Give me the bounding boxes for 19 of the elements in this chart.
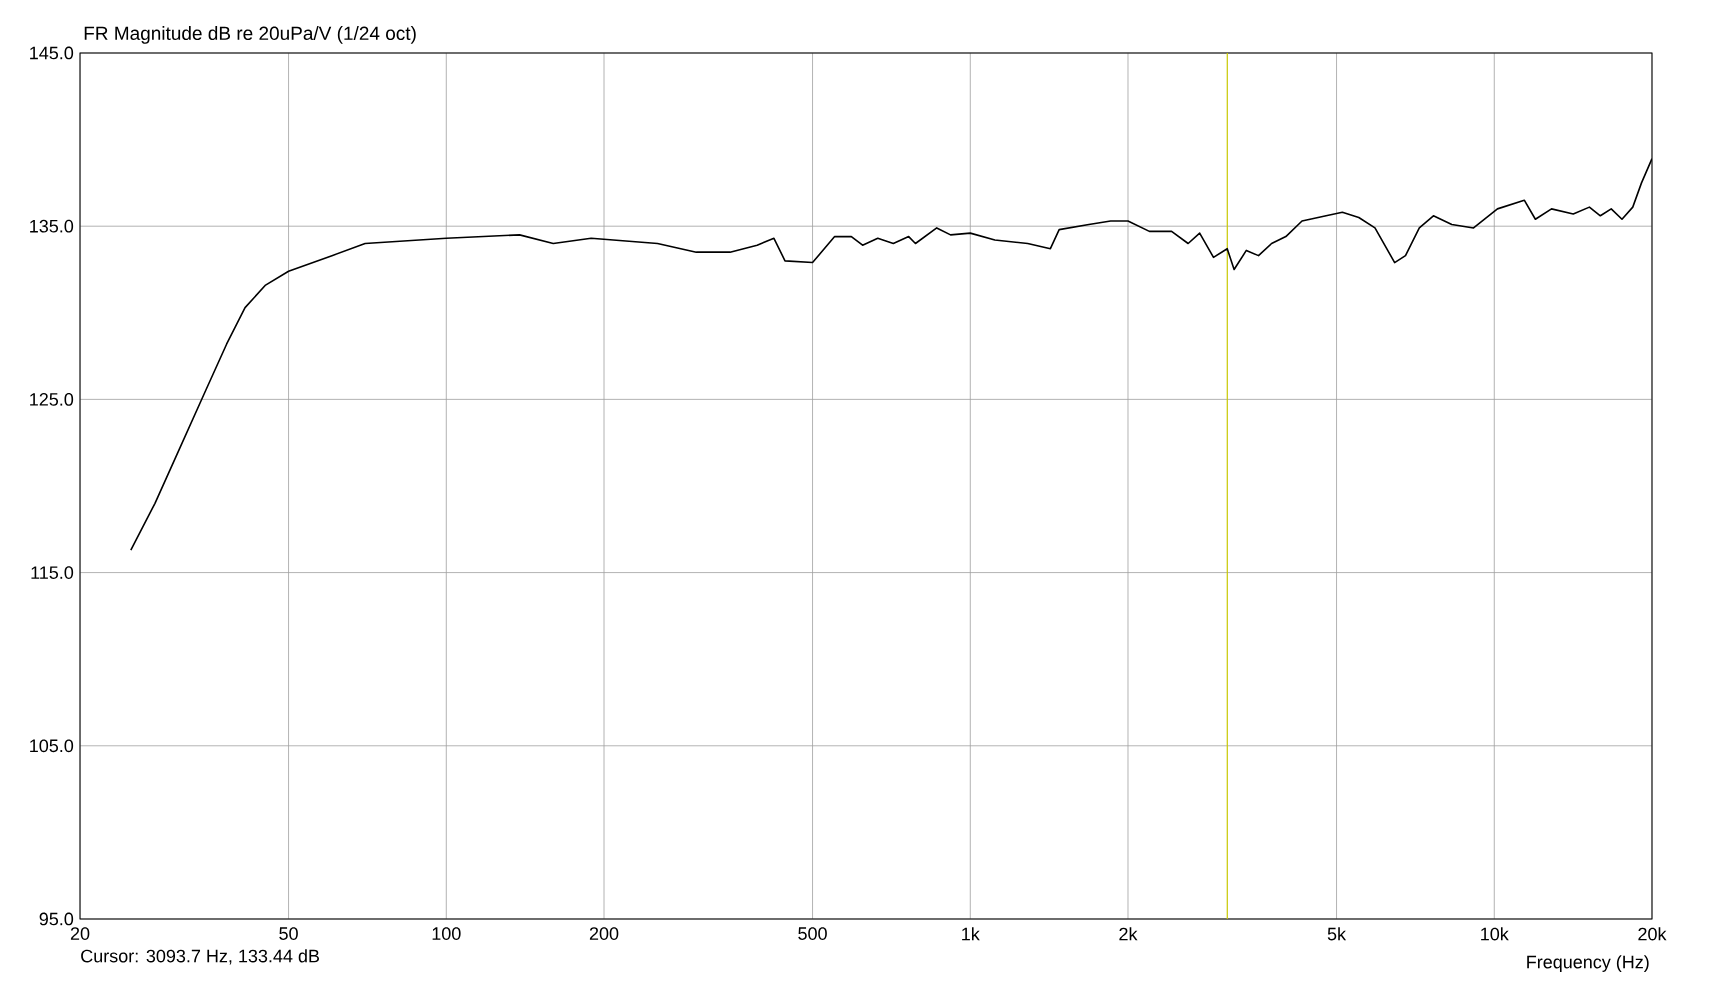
x-tick-label: 50 bbox=[279, 927, 298, 940]
x-tick-label: 20 bbox=[70, 927, 90, 940]
y-tick-label: 115.0 bbox=[31, 566, 74, 579]
x-tick-label: 20k bbox=[1638, 927, 1667, 941]
x-tick-label: 2k bbox=[1119, 927, 1138, 941]
x-tick-label: 5k bbox=[1327, 927, 1347, 941]
text: Cursor: 3093.7 Hz, 133.44 dB bbox=[81, 949, 320, 965]
x-tick-label: 500 bbox=[798, 927, 827, 940]
y-tick-label: 135.0 bbox=[30, 219, 74, 233]
y-tick-label: 105.0 bbox=[30, 739, 74, 753]
x-tick-label: 100 bbox=[432, 927, 461, 940]
y-tick-label: 95.0 bbox=[39, 912, 74, 926]
x-axis-title: Frequency (Hz) bbox=[1527, 955, 1649, 972]
y-tick-label: 125.0 bbox=[30, 393, 74, 406]
x-tick-label: 1k bbox=[962, 927, 980, 941]
x-tick-label: 200 bbox=[589, 927, 619, 940]
chart-title: FR Magnitude dB re 20uPa/V (1/24 oct) bbox=[84, 26, 416, 44]
x-tick-label: 10k bbox=[1481, 927, 1509, 941]
y-tick-label: 145.0 bbox=[30, 46, 74, 60]
